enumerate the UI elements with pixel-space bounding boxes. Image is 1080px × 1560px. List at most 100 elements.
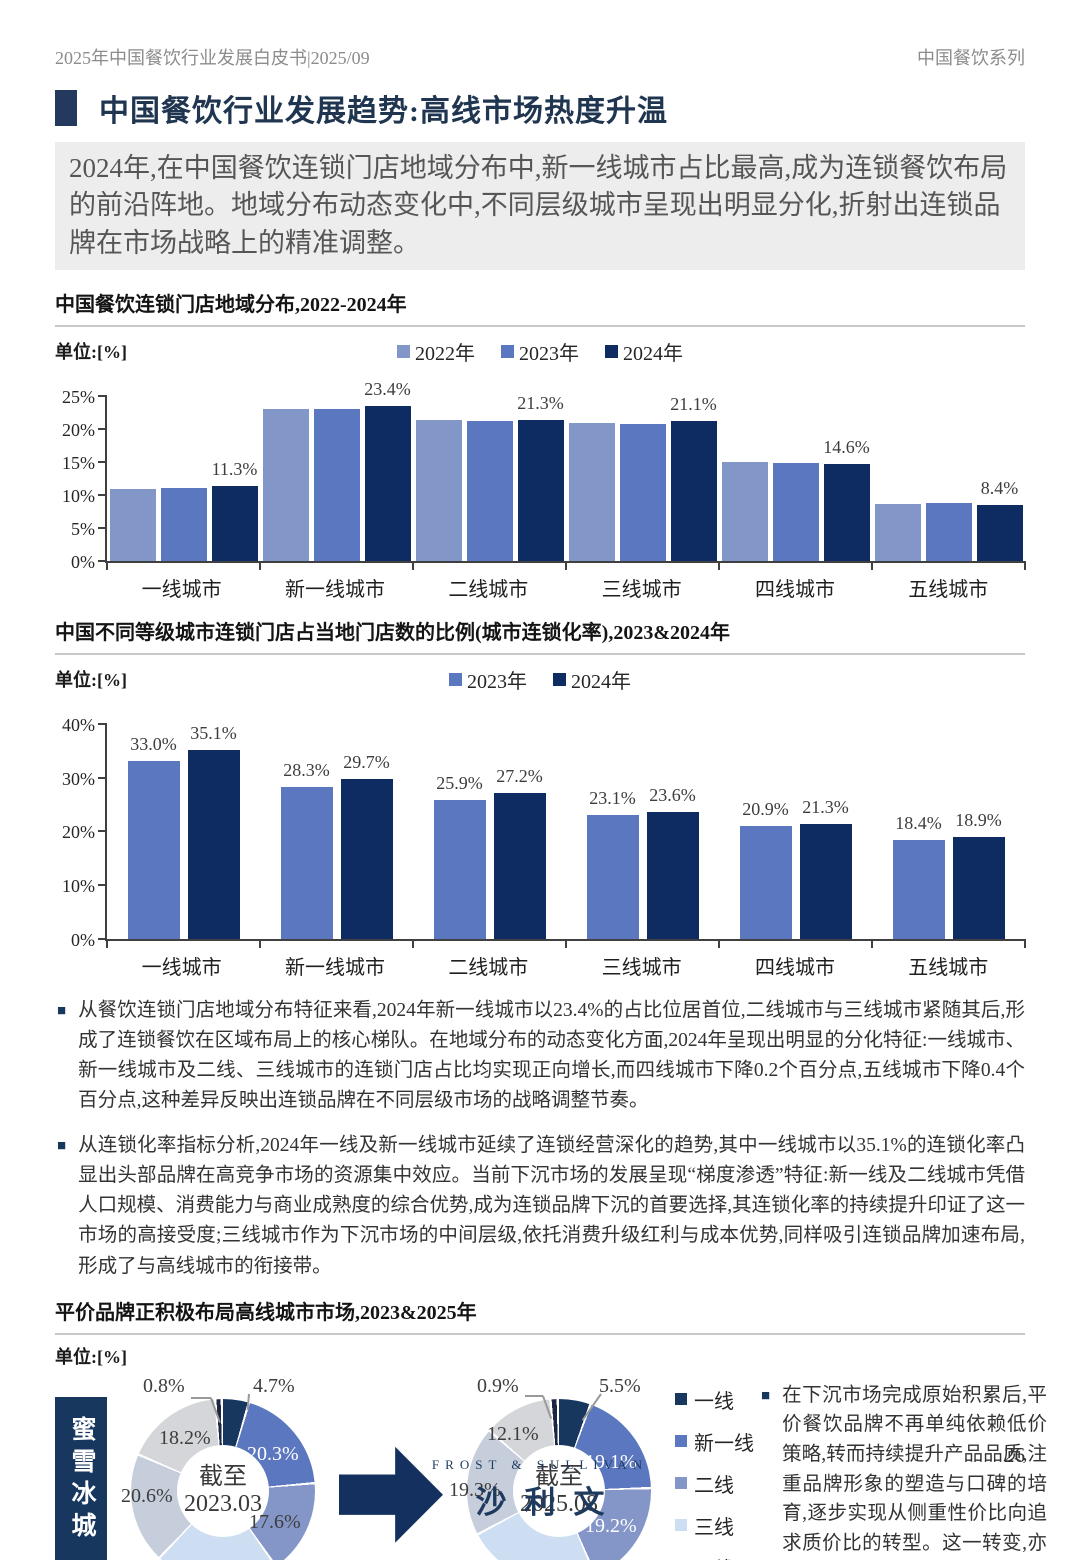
category-label: 五线城市	[908, 578, 989, 601]
y-axis-tick-mark	[98, 427, 107, 430]
y-axis-tick-mark	[98, 884, 107, 886]
bar: 23.6%	[646, 785, 699, 939]
bar-group: 28.3% 29.7%	[260, 752, 413, 939]
pie-slice-label: 5.5%	[599, 1374, 641, 1397]
bar: 28.3%	[280, 760, 333, 939]
bar-group: 14.6%	[719, 437, 872, 561]
legend-color-swatch	[675, 1519, 687, 1532]
chart1-grouped-bar-chart: 0% 5% 10% 15% 20% 25% 11.3% 23.4% 21.3% 21.1% 14.6…	[55, 379, 1026, 602]
bar	[721, 462, 768, 561]
bar-value-label: 21.1%	[670, 394, 717, 415]
y-axis-tick-label: 15%	[62, 452, 95, 473]
legend-color-swatch	[675, 1477, 687, 1490]
legend-label: 2024年	[623, 342, 683, 365]
legend-color-swatch	[605, 344, 618, 358]
chart3-unit-label: 单位:[%]	[55, 1346, 127, 1367]
x-axis-tick-mark	[258, 560, 261, 570]
x-axis-tick-mark	[565, 560, 567, 570]
x-axis-labels: 一线城市 新一线城市 二线城市 三线城市 四线城市 五线城市	[105, 951, 1025, 980]
y-axis-tick-mark	[98, 394, 107, 397]
legend-label: 2024年	[571, 670, 631, 693]
pie-slice-label: 23.3%	[193, 1559, 245, 1560]
x-axis-tick-mark	[871, 938, 873, 948]
bar-group: 33.0% 35.1%	[107, 723, 260, 939]
legend-item: 新一线	[675, 1427, 759, 1456]
category-label: 新一线城市	[284, 956, 385, 979]
y-axis-tick-label: 0%	[71, 551, 95, 572]
chart1-unit-label: 单位:[%]	[55, 342, 127, 363]
bullet-item: ■ 从餐饮连锁门店地域分布特征来看,2024年新一线城市以23.4%的占比位居首…	[55, 996, 1025, 1117]
category-label: 一线城市	[141, 956, 222, 979]
bar-value-label: 21.3%	[802, 797, 849, 818]
bar-value-label: 23.6%	[649, 784, 696, 805]
bullet-item: ■ 在下沉市场完成原始积累后,平价餐饮品牌不再单纯依赖低价策略,转而持续提升产品…	[759, 1381, 1047, 1560]
bar-group: 20.9% 21.3%	[719, 797, 872, 939]
label-leader-line	[525, 1394, 543, 1397]
x-axis-labels: 一线城市 新一线城市 二线城市 三线城市 四线城市 五线城市	[105, 573, 1025, 602]
y-axis: 0% 10% 20% 30% 40%	[55, 715, 105, 950]
legend-label: 2022年	[415, 342, 475, 365]
page-footer: FROST & SULLIVAN 沙利文	[0, 1457, 1080, 1522]
bar-value-label: 20.9%	[742, 799, 789, 820]
plot-column: 33.0% 35.1% 28.3% 29.7% 25.9% 27.2% 23.1% 23.6%…	[98, 722, 1026, 948]
category-label: 四线城市	[754, 578, 835, 601]
chart1-section-title: 中国餐饮连锁门店地域分布,2022-2024年	[55, 288, 1025, 327]
bar-value-label: 23.1%	[589, 787, 636, 808]
bar-group: 18.4% 18.9%	[872, 810, 1025, 939]
bar-value-label: 27.2%	[496, 765, 543, 786]
category-label: 新一线城市	[284, 578, 385, 601]
legend-item: 2024年	[605, 337, 683, 366]
legend-item: 2022年	[397, 337, 475, 366]
legend-item: 四线	[675, 1553, 759, 1560]
donut-center-text: 截至	[199, 1463, 247, 1490]
bullet-square-icon: ■	[57, 1002, 67, 1019]
x-axis-tick-mark	[106, 938, 108, 948]
legend-item: 2024年	[553, 665, 631, 694]
bar	[415, 420, 462, 561]
y-axis-tick-mark	[98, 559, 107, 562]
bar	[772, 463, 819, 561]
x-axis-tick-mark	[258, 938, 261, 948]
header-left-text: 2025年中国餐饮行业发展白皮书|2025/09	[55, 48, 370, 68]
pie-slice-label: 20.6%	[121, 1484, 173, 1507]
bar-value-label: 35.1%	[190, 723, 237, 744]
bullet-text: 从连锁化率指标分析,2024年一线及新一线城市延续了连锁经营深化的趋势,其中一线…	[78, 1134, 1025, 1277]
category-label: 二线城市	[448, 578, 529, 601]
bullet-square-icon: ■	[57, 1137, 67, 1154]
chart3-section-title: 平价品牌正积极布局高线城市市场,2023&2025年	[55, 1296, 1025, 1335]
legend-color-swatch	[501, 344, 514, 358]
bar-value-label: 11.3%	[211, 459, 258, 480]
bar-group: 21.1%	[566, 394, 719, 561]
x-axis-tick-mark	[106, 560, 108, 570]
bar: 33.0%	[127, 734, 180, 939]
chart2-legend: 2023年 2024年	[265, 665, 815, 694]
bar-group: 23.1% 23.6%	[566, 785, 719, 939]
bar-value-label: 21.3%	[517, 393, 564, 414]
x-axis-tick-mark	[717, 938, 720, 948]
donut-ring: 截至 2025.08	[467, 1398, 651, 1560]
donut-center-text: 2025.08	[520, 1490, 598, 1517]
bar-value-label: 25.9%	[436, 772, 483, 793]
legend-item: 三线	[675, 1511, 759, 1540]
legend-color-swatch	[553, 672, 566, 686]
chart2-section-title: 中国不同等级城市连锁门店占当地门店数的比例(城市连锁化率),2023&2024年	[55, 616, 1025, 655]
pie-slice-label: 19.1%	[585, 1450, 637, 1473]
plot-area: 33.0% 35.1% 28.3% 29.7% 25.9% 27.2% 23.1% 23.6%…	[98, 722, 1026, 948]
y-axis-tick-mark	[98, 937, 107, 940]
y-axis-tick-mark	[98, 722, 107, 725]
pie-slice-label: 0.9%	[477, 1374, 519, 1397]
bar-chart-body: 0% 10% 20% 30% 40% 33.0% 35.1% 28.3% 29.7% 25.9% 2…	[55, 715, 1026, 950]
bar-value-label: 29.7%	[343, 752, 390, 773]
y-axis-tick-label: 40%	[62, 714, 95, 735]
bar: 21.1%	[670, 394, 717, 561]
bar-value-label: 33.0%	[130, 734, 177, 755]
pie-slice-label: 18.2%	[159, 1426, 211, 1449]
bar-group: 25.9% 27.2%	[413, 766, 566, 939]
category-label: 二线城市	[448, 956, 529, 979]
bar: 25.9%	[433, 773, 486, 939]
bar-group: 21.3%	[413, 393, 566, 561]
donut-ring: 截至 2023.03	[131, 1398, 315, 1560]
bar-value-label: 14.6%	[823, 437, 870, 458]
